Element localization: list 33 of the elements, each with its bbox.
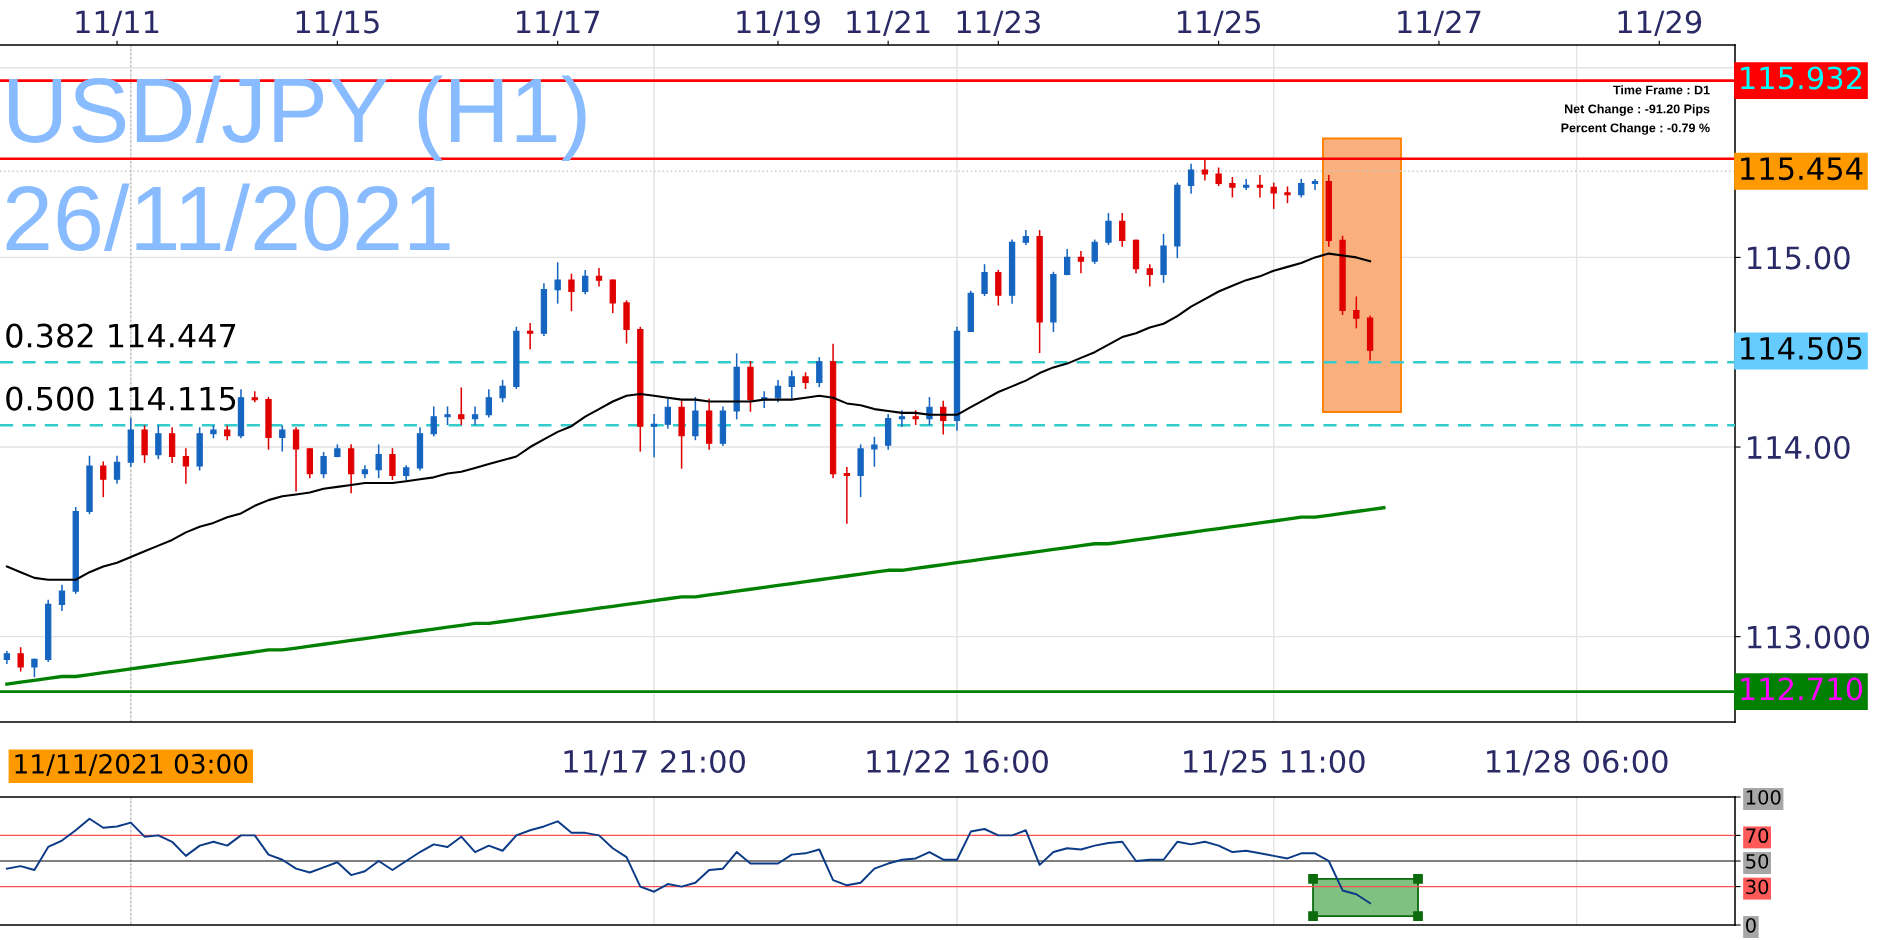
- y-tick-label: 70: [1746, 828, 1769, 844]
- x-tick-label: 11/19: [737, 10, 820, 36]
- ref-line-label: 0.500 114.115: [6, 386, 236, 411]
- text: 114.505: [1741, 336, 1862, 360]
- annotation: Time Frame : D1: [1613, 85, 1710, 95]
- y-tick-label: 114.00: [1748, 435, 1850, 460]
- x-tick-label: 11/21: [847, 10, 930, 36]
- chart-title: USD/JPY (H1): [9, 75, 586, 161]
- x-tick-label: 11/25 11:00: [1184, 749, 1365, 776]
- x-tick-label: 11/22 16:00: [867, 749, 1048, 776]
- ref-line-label: 115.454: [1741, 157, 1863, 181]
- annotation: Percent Change : -0.79 %: [1561, 123, 1710, 135]
- x-tick-label: 11/27: [1398, 10, 1481, 36]
- ref-line-label: 0.382 114.447: [6, 323, 236, 348]
- x-tick-label: 11/15: [296, 10, 379, 36]
- x-tick-label: 11/11/2021 03:00: [15, 753, 248, 776]
- y-tick-label: 100: [1746, 789, 1781, 805]
- x-tick-label: 11/11: [76, 10, 159, 36]
- y-tick-label: 30: [1746, 879, 1769, 895]
- x-tick-label: 11/17: [517, 10, 600, 36]
- y-tick-label: 0: [1746, 917, 1756, 933]
- x-tick-label: 11/29: [1618, 10, 1702, 36]
- x-tick-label: 11/23: [957, 10, 1040, 36]
- x-tick-label: 11/28 06:00: [1487, 749, 1668, 776]
- y-tick-label: 115.00: [1748, 246, 1850, 270]
- text: 26/11/2021: [6, 183, 450, 251]
- ref-line-label: 115.932: [1741, 66, 1862, 90]
- y-tick-label: 113.000: [1748, 625, 1870, 649]
- y-tick-label: 50: [1746, 853, 1769, 869]
- x-tick-label: 11/17 21:00: [564, 749, 745, 776]
- annotation: Net Change : -91.20 Pips: [1564, 104, 1710, 116]
- x-tick-label: 11/25: [1177, 10, 1260, 36]
- ref-line-label: 112.710: [1741, 677, 1863, 701]
